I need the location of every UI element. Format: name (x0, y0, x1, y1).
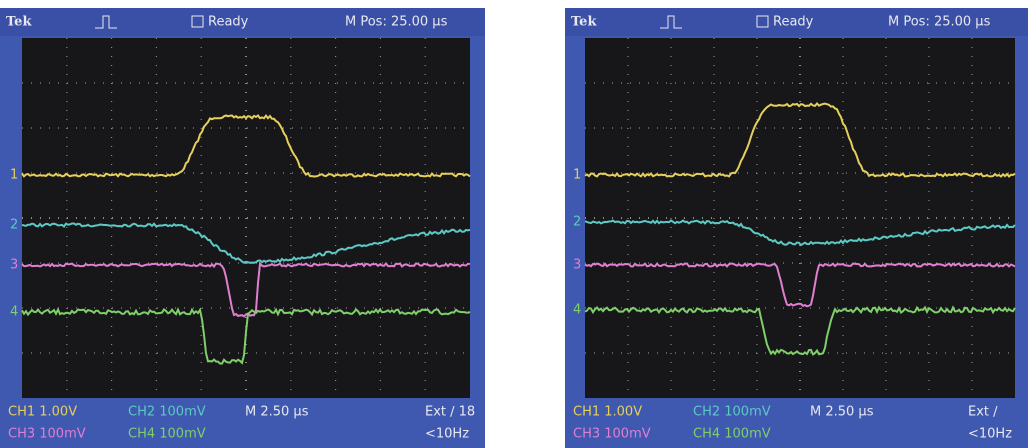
scope-screen: Tek Ready M Pos: 25.00 µs 1 2 3 4 CH1 1.00V CH2 … (565, 8, 1028, 448)
scope-screen: Tek Ready M Pos: 25.00 µs 1 2 3 4 CH1 1.00V CH2 … (0, 8, 485, 448)
trigger: Ext ∕ (968, 405, 998, 420)
status-icon (191, 15, 204, 28)
ch4-setting: CH4 100mV (693, 427, 771, 442)
channel-marker: 2 (573, 215, 581, 230)
status-icon (756, 15, 769, 28)
ch4-setting: CH4 100mV (128, 427, 206, 442)
channel-marker: 2 (10, 218, 18, 233)
ch2-setting: CH2 100mV (128, 405, 206, 420)
status: Ready (773, 15, 814, 30)
brand: Tek (6, 15, 32, 30)
waveform (584, 262, 1016, 308)
position: M Pos: 25.00 µs (888, 15, 991, 30)
channel-marker: 3 (573, 258, 581, 273)
waveform (21, 222, 471, 264)
header-bar (0, 8, 485, 36)
trigger: Ext ∕ 18 (425, 405, 475, 420)
trigger-icon (95, 15, 117, 29)
channel-marker: 1 (10, 168, 18, 183)
frequency: <10Hz (968, 427, 1012, 442)
ch3-setting: CH3 100mV (573, 427, 651, 442)
ch1-setting: CH1 1.00V (8, 405, 77, 420)
brand: Tek (571, 15, 597, 30)
channel-marker: 1 (573, 168, 581, 183)
ch1-setting: CH1 1.00V (573, 405, 642, 420)
status: Ready (208, 15, 249, 30)
ch3-setting: CH3 100mV (8, 427, 86, 442)
channel-marker: 3 (10, 258, 18, 273)
position: M Pos: 25.00 µs (345, 15, 448, 30)
waveform (584, 101, 1016, 178)
ch2-setting: CH2 100mV (693, 405, 771, 420)
timebase: M 2.50 µs (245, 405, 309, 420)
waveform (584, 305, 1016, 356)
waveform (21, 261, 471, 318)
trigger-icon (660, 15, 682, 29)
header-bar (565, 8, 1028, 36)
waveform (584, 219, 1016, 247)
channel-marker: 4 (573, 303, 581, 318)
waveform (21, 307, 471, 365)
waveform (21, 113, 471, 178)
channel-marker: 4 (10, 305, 18, 320)
timebase: M 2.50 µs (810, 405, 874, 420)
frequency: <10Hz (425, 427, 469, 442)
